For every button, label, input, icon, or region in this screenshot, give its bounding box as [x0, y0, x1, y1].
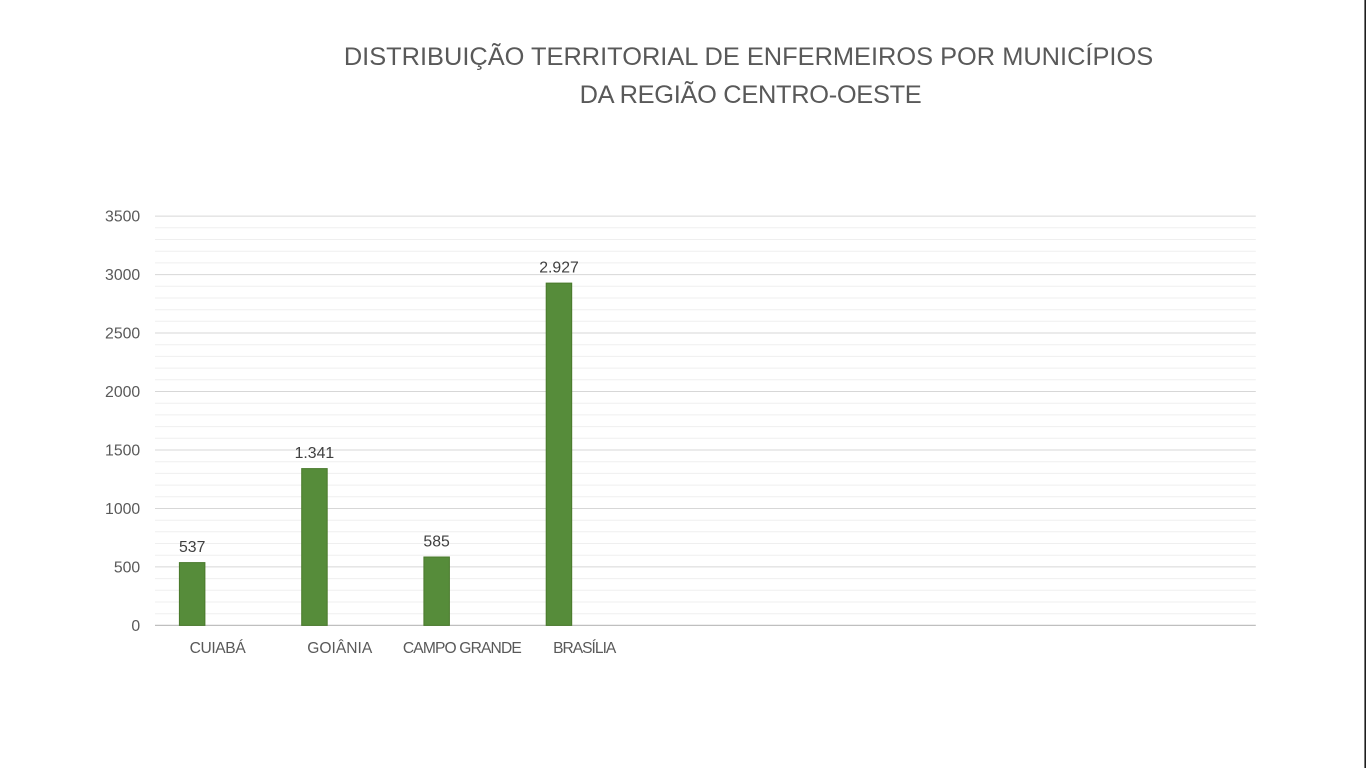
svg-text:CAMPO GRANDE: CAMPO GRANDE	[403, 640, 521, 657]
svg-text:1.341: 1.341	[295, 445, 335, 462]
svg-text:500: 500	[114, 559, 141, 576]
svg-text:1000: 1000	[105, 501, 140, 518]
svg-text:BRASÍLIA: BRASÍLIA	[553, 638, 617, 657]
svg-text:CUIABÁ: CUIABÁ	[190, 638, 247, 657]
svg-text:3500: 3500	[105, 209, 140, 226]
svg-text:DISTRIBUIÇÃO TERRITORIAL DE EN: DISTRIBUIÇÃO TERRITORIAL DE ENFERMEIROS …	[344, 42, 1153, 71]
svg-text:1500: 1500	[105, 443, 140, 460]
svg-text:GOIÂNIA: GOIÂNIA	[307, 638, 373, 657]
svg-text:3000: 3000	[105, 267, 140, 284]
svg-text:2000: 2000	[105, 384, 140, 401]
svg-text:2.927: 2.927	[539, 260, 579, 277]
svg-text:0: 0	[131, 618, 140, 635]
svg-text:585: 585	[423, 534, 450, 551]
svg-text:2500: 2500	[105, 326, 140, 343]
svg-text:537: 537	[179, 539, 205, 556]
svg-text:DA REGIÃO CENTRO-OESTE: DA REGIÃO CENTRO-OESTE	[580, 80, 922, 109]
